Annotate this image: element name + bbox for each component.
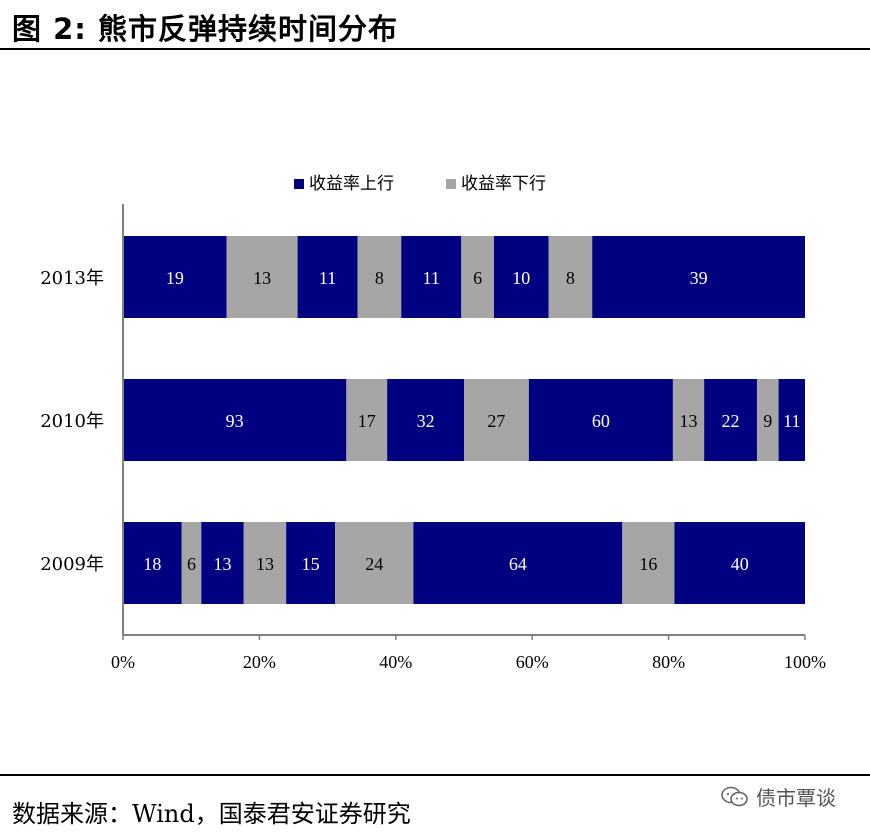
x-tick-label: 60% (516, 652, 549, 672)
segment-value-label: 17 (358, 411, 376, 431)
chart-legend: 收益率上行 收益率下行 (294, 174, 546, 194)
segment-value-label: 11 (783, 411, 800, 431)
bar-segment (494, 236, 549, 318)
segment-value-label: 16 (639, 554, 657, 574)
bar-segment (461, 236, 495, 318)
segment-value-label: 10 (512, 268, 530, 288)
legend-label-2: 收益率下行 (461, 174, 546, 194)
legend-swatch-1 (294, 179, 304, 189)
segment-value-label: 11 (319, 268, 336, 288)
segment-value-label: 19 (166, 268, 184, 288)
segment-value-label: 32 (417, 411, 435, 431)
bar-segment (201, 522, 244, 604)
segment-value-label: 13 (214, 554, 232, 574)
segment-value-label: 8 (566, 268, 575, 288)
bar-segment (778, 379, 805, 461)
figure-title: 图 2: 熊市反弹持续时间分布 (12, 12, 398, 46)
bar-segment (357, 236, 402, 318)
segment-value-label: 60 (592, 411, 610, 431)
bar-row-2: 93 17 32 27 60 13 22 9 11 2010年 (40, 379, 805, 461)
legend-swatch-2 (446, 179, 456, 189)
bar-segment (756, 379, 779, 461)
chart-axes: 0% 20% 40% 60% 80% 100% (111, 204, 826, 672)
bar-segment (346, 379, 388, 461)
stacked-bar-chart: 收益率上行 收益率下行 19 13 11 8 11 6 10 8 39 2013年 93 17 32 27 6… (40, 174, 826, 672)
bar-segment (297, 236, 358, 318)
bar-segment (335, 522, 414, 604)
bar-row-1: 19 13 11 8 11 6 10 8 39 2013年 (40, 236, 805, 318)
segment-value-label: 13 (256, 554, 274, 574)
source-note: 数据来源：Wind，国泰君安证券研究 (12, 800, 411, 828)
bar-row-3: 18 6 13 13 15 24 64 16 40 2009年 (40, 522, 805, 604)
segment-value-label: 93 (226, 411, 244, 431)
x-tick-label: 20% (243, 652, 276, 672)
category-label: 2013年 (40, 268, 104, 289)
bar-groups: 19 13 11 8 11 6 10 8 39 2013年 93 17 32 27 60 13 22 9 11 201… (40, 236, 805, 604)
segment-value-label: 13 (253, 268, 271, 288)
bar-segment (528, 379, 673, 461)
bar-segment (286, 522, 336, 604)
top-rule (0, 48, 870, 50)
bar-segment (387, 379, 464, 461)
bottom-rule (0, 774, 870, 776)
bar-segment (123, 379, 347, 461)
x-tick-label: 40% (379, 652, 412, 672)
bar-segment (226, 236, 298, 318)
watermark-text: 债市覃谈 (756, 786, 836, 810)
segment-value-label: 11 (423, 268, 440, 288)
segment-value-label: 13 (680, 411, 698, 431)
segment-value-label: 22 (722, 411, 740, 431)
bar-segment (243, 522, 287, 604)
bar-segment (548, 236, 593, 318)
bar-segment (123, 522, 182, 604)
bar-segment (464, 379, 529, 461)
segment-value-label: 9 (763, 411, 772, 431)
segment-value-label: 39 (690, 268, 708, 288)
category-label: 2009年 (40, 554, 104, 575)
segment-value-label: 6 (187, 554, 196, 574)
bar-segment (674, 522, 805, 604)
segment-value-label: 24 (365, 554, 383, 574)
segment-value-label: 40 (731, 554, 749, 574)
x-tick-label: 0% (111, 652, 135, 672)
segment-value-label: 27 (487, 411, 505, 431)
segment-value-label: 18 (143, 554, 161, 574)
segment-value-label: 8 (375, 268, 384, 288)
segment-value-label: 64 (509, 554, 527, 574)
bar-segment (672, 379, 705, 461)
bar-segment (123, 236, 227, 318)
watermark: 债市覃谈 (720, 782, 836, 811)
category-label: 2010年 (40, 411, 104, 432)
x-tick-label: 80% (652, 652, 685, 672)
segment-value-label: 6 (473, 268, 482, 288)
bar-segment (704, 379, 757, 461)
bar-segment (622, 522, 675, 604)
legend-label-1: 收益率上行 (309, 174, 394, 194)
x-tick-label: 100% (784, 652, 826, 672)
bar-segment (181, 522, 202, 604)
wechat-icon (721, 786, 748, 806)
bar-segment (592, 236, 805, 318)
bar-segment (413, 522, 623, 604)
bar-segment (401, 236, 462, 318)
segment-value-label: 15 (302, 554, 320, 574)
